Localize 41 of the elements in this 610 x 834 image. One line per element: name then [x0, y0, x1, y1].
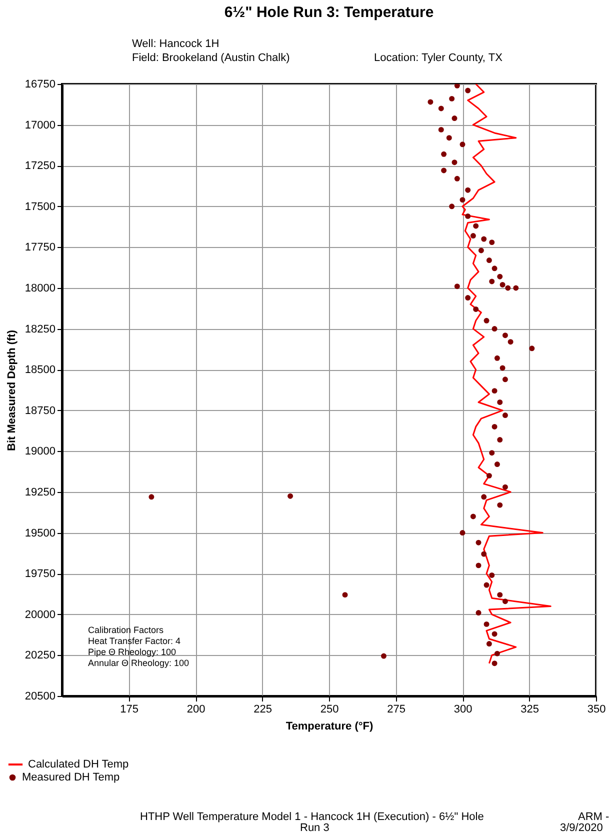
x-tick-label: 350: [587, 704, 606, 716]
x-tick-label: 175: [120, 704, 138, 716]
y-tick-label: 20250: [24, 650, 56, 662]
y-tick-label: 19500: [24, 527, 56, 540]
text: ARM -: [578, 811, 610, 823]
annotation: Calibration Factors: [88, 625, 164, 635]
legend-label: Calculated DH Temp: [28, 758, 129, 770]
y-tick-label: 18500: [24, 364, 56, 376]
x-tick-label: 225: [254, 704, 272, 716]
annotation: Heat Transfer Factor: 4: [88, 636, 181, 646]
text: Well: Hancock 1H: [132, 38, 220, 50]
y-tick-label: 19750: [24, 568, 56, 580]
y-tick-label: 20500: [24, 690, 56, 702]
y-tick-label: 16750: [24, 78, 56, 90]
line-series: [462, 84, 552, 664]
x-tick-label: 200: [186, 704, 206, 716]
y-axis-title: Bit Measured Depth (ft): [6, 330, 18, 451]
text: 3/9/2020: [560, 822, 603, 834]
y-tick-label: 17250: [24, 160, 56, 172]
annotation: Pipe Θ Rheology: 100: [88, 647, 176, 657]
y-tick-label: 20000: [24, 608, 56, 621]
text: Field: Brookeland (Austin Chalk): [132, 52, 290, 64]
legend-label: Measured DH Temp: [22, 772, 120, 784]
x-tick-label: 250: [320, 704, 339, 716]
x-axis-title: Temperature (°F): [286, 720, 374, 732]
y-tick-label: 17750: [24, 242, 56, 254]
text: Run 3: [300, 822, 330, 834]
y-tick-label: 17000: [24, 119, 56, 132]
y-tick-label: 17500: [24, 200, 56, 213]
chart-title: 6½" Hole Run 3: Temperature: [224, 4, 434, 21]
x-tick-label: 275: [387, 704, 406, 716]
y-tick-label: 18250: [24, 323, 56, 336]
x-tick-label: 300: [454, 704, 472, 716]
y-tick-label: 19000: [24, 446, 56, 458]
text: Location: Tyler County, TX: [374, 52, 502, 64]
y-tick-label: 18000: [24, 282, 56, 294]
annotation: Annular Θ Rheology: 100: [88, 658, 190, 668]
text: HTHP Well Temperature Model 1 - Hancock 1H (Execution) - 6½" Hole: [140, 811, 484, 823]
y-tick-label: 19250: [24, 486, 56, 498]
y-tick-label: 18750: [24, 404, 56, 417]
x-tick-label: 325: [520, 704, 539, 716]
